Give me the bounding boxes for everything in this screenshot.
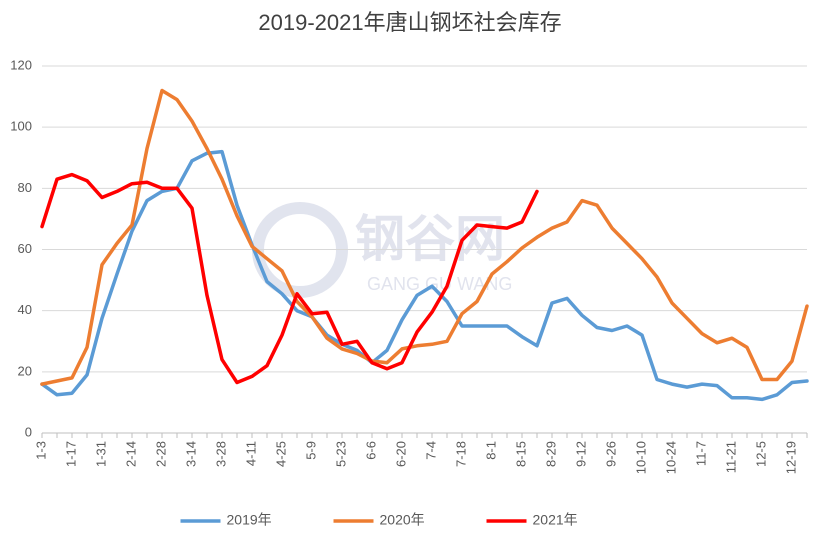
x-tick-label: 7-4: [423, 441, 438, 460]
x-tick-label: 1-3: [33, 441, 48, 460]
watermark: 钢谷网 GANG GU WANG: [252, 202, 512, 298]
legend-label: 2021年: [533, 512, 578, 528]
watermark-subtext: GANG GU WANG: [367, 274, 512, 294]
y-tick-label: 80: [18, 180, 32, 195]
x-tick-label: 10-10: [633, 441, 648, 474]
y-tick-label: 60: [18, 241, 32, 256]
watermark-text: 钢谷网: [355, 211, 505, 267]
x-tick-label: 12-19: [783, 441, 798, 474]
series-line: [40, 88, 809, 386]
x-tick-label: 1-17: [63, 441, 78, 467]
y-tick-label: 0: [25, 424, 32, 439]
y-tick-label: 40: [18, 302, 32, 317]
x-tick-label: 8-15: [513, 441, 528, 467]
legend-label: 2019年: [227, 512, 272, 528]
x-tick-label: 5-9: [303, 441, 318, 460]
x-tick-label: 3-14: [183, 441, 198, 467]
x-tick-label: 4-11: [243, 441, 258, 466]
y-tick-label: 20: [18, 363, 32, 378]
x-tick-label: 1-31: [93, 441, 108, 467]
x-tick-label: 10-24: [663, 441, 678, 474]
x-tick-label: 7-18: [453, 441, 468, 467]
x-tick-label: 9-26: [603, 441, 618, 467]
x-tick-label: 8-29: [543, 441, 558, 467]
legend-label: 2020年: [380, 512, 425, 528]
y-tick-label: 100: [10, 119, 32, 134]
x-tick-label: 2-28: [153, 441, 168, 467]
x-tick-label: 6-20: [393, 441, 408, 467]
x-tick-label: 11-7: [693, 441, 708, 466]
x-tick-label: 11-21: [723, 441, 738, 473]
chart-title: 2019-2021年唐山钢坯社会库存: [258, 10, 561, 35]
x-tick-label: 9-12: [573, 441, 588, 467]
x-tick-label: 8-1: [483, 441, 498, 460]
x-tick-label: 3-28: [213, 441, 228, 467]
y-tick-label: 120: [10, 57, 32, 72]
x-tick-label: 5-23: [333, 441, 348, 467]
x-tick-label: 12-5: [753, 441, 768, 467]
x-tick-label: 4-25: [273, 441, 288, 467]
x-tick-label: 6-6: [363, 441, 378, 460]
series-line: [40, 172, 539, 385]
x-tick-label: 2-14: [123, 441, 138, 467]
